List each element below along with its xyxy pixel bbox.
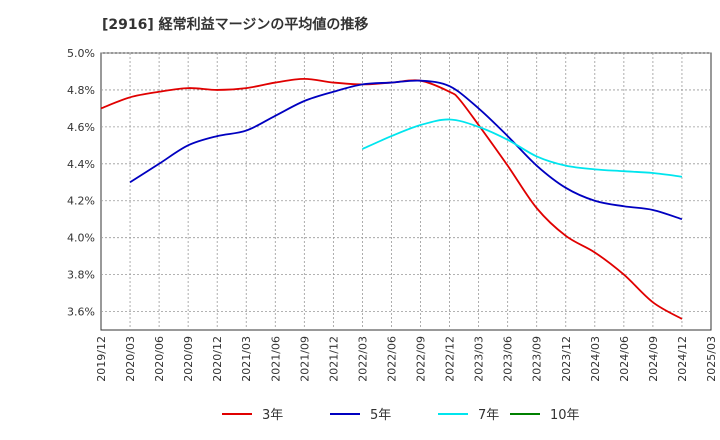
x-tick-label: 2022/03 (356, 336, 369, 382)
x-tick-label: 2022/09 (415, 336, 428, 382)
x-tick-label: 2021/03 (240, 336, 253, 382)
y-tick-label: 3.6% (67, 306, 95, 319)
chart-title: [2916] 経常利益マージンの平均値の推移 (102, 17, 369, 33)
x-tick-label: 2023/06 (502, 336, 515, 382)
y-tick-label: 4.2% (67, 195, 95, 208)
x-tick-label: 2022/06 (385, 336, 398, 382)
plot-area (100, 52, 712, 331)
y-tick-label: 4.6% (67, 121, 95, 134)
x-tick-label: 2020/09 (182, 336, 195, 382)
x-tick-label: 2023/03 (473, 336, 486, 382)
x-tick-label: 2021/12 (327, 336, 340, 382)
x-tick-label: 2021/09 (298, 336, 311, 382)
series-line-3 (362, 118, 683, 178)
legend-label-3: 7年 (478, 408, 499, 423)
x-tick-label: 2025/03 (705, 336, 718, 382)
x-tick-label: 2023/09 (531, 336, 544, 382)
x-tick-label: 2022/12 (444, 336, 457, 382)
legend-label-2: 5年 (370, 408, 391, 423)
x-tick-label: 2024/06 (618, 336, 631, 382)
y-tick-label: 4.0% (67, 232, 95, 245)
series-line-2 (129, 79, 683, 221)
legend-label-1: 3年 (262, 408, 283, 423)
x-tick-label: 2021/06 (269, 336, 282, 382)
x-tick-label: 2024/09 (647, 336, 660, 382)
x-tick-label: 2019/12 (95, 336, 108, 382)
x-tick-label: 2020/06 (153, 336, 166, 382)
y-tick-label: 4.4% (67, 158, 95, 171)
x-tick-label: 2020/03 (124, 336, 137, 382)
x-tick-label: 2024/03 (589, 336, 602, 382)
x-tick-label: 2020/12 (211, 336, 224, 382)
x-tick-label: 2024/12 (676, 336, 689, 382)
y-tick-label: 3.8% (67, 269, 95, 282)
x-tick-label: 2023/12 (560, 336, 573, 382)
y-tick-label: 5.0% (67, 47, 95, 60)
legend-label-4: 10年 (550, 408, 580, 423)
y-tick-label: 4.8% (67, 84, 95, 97)
